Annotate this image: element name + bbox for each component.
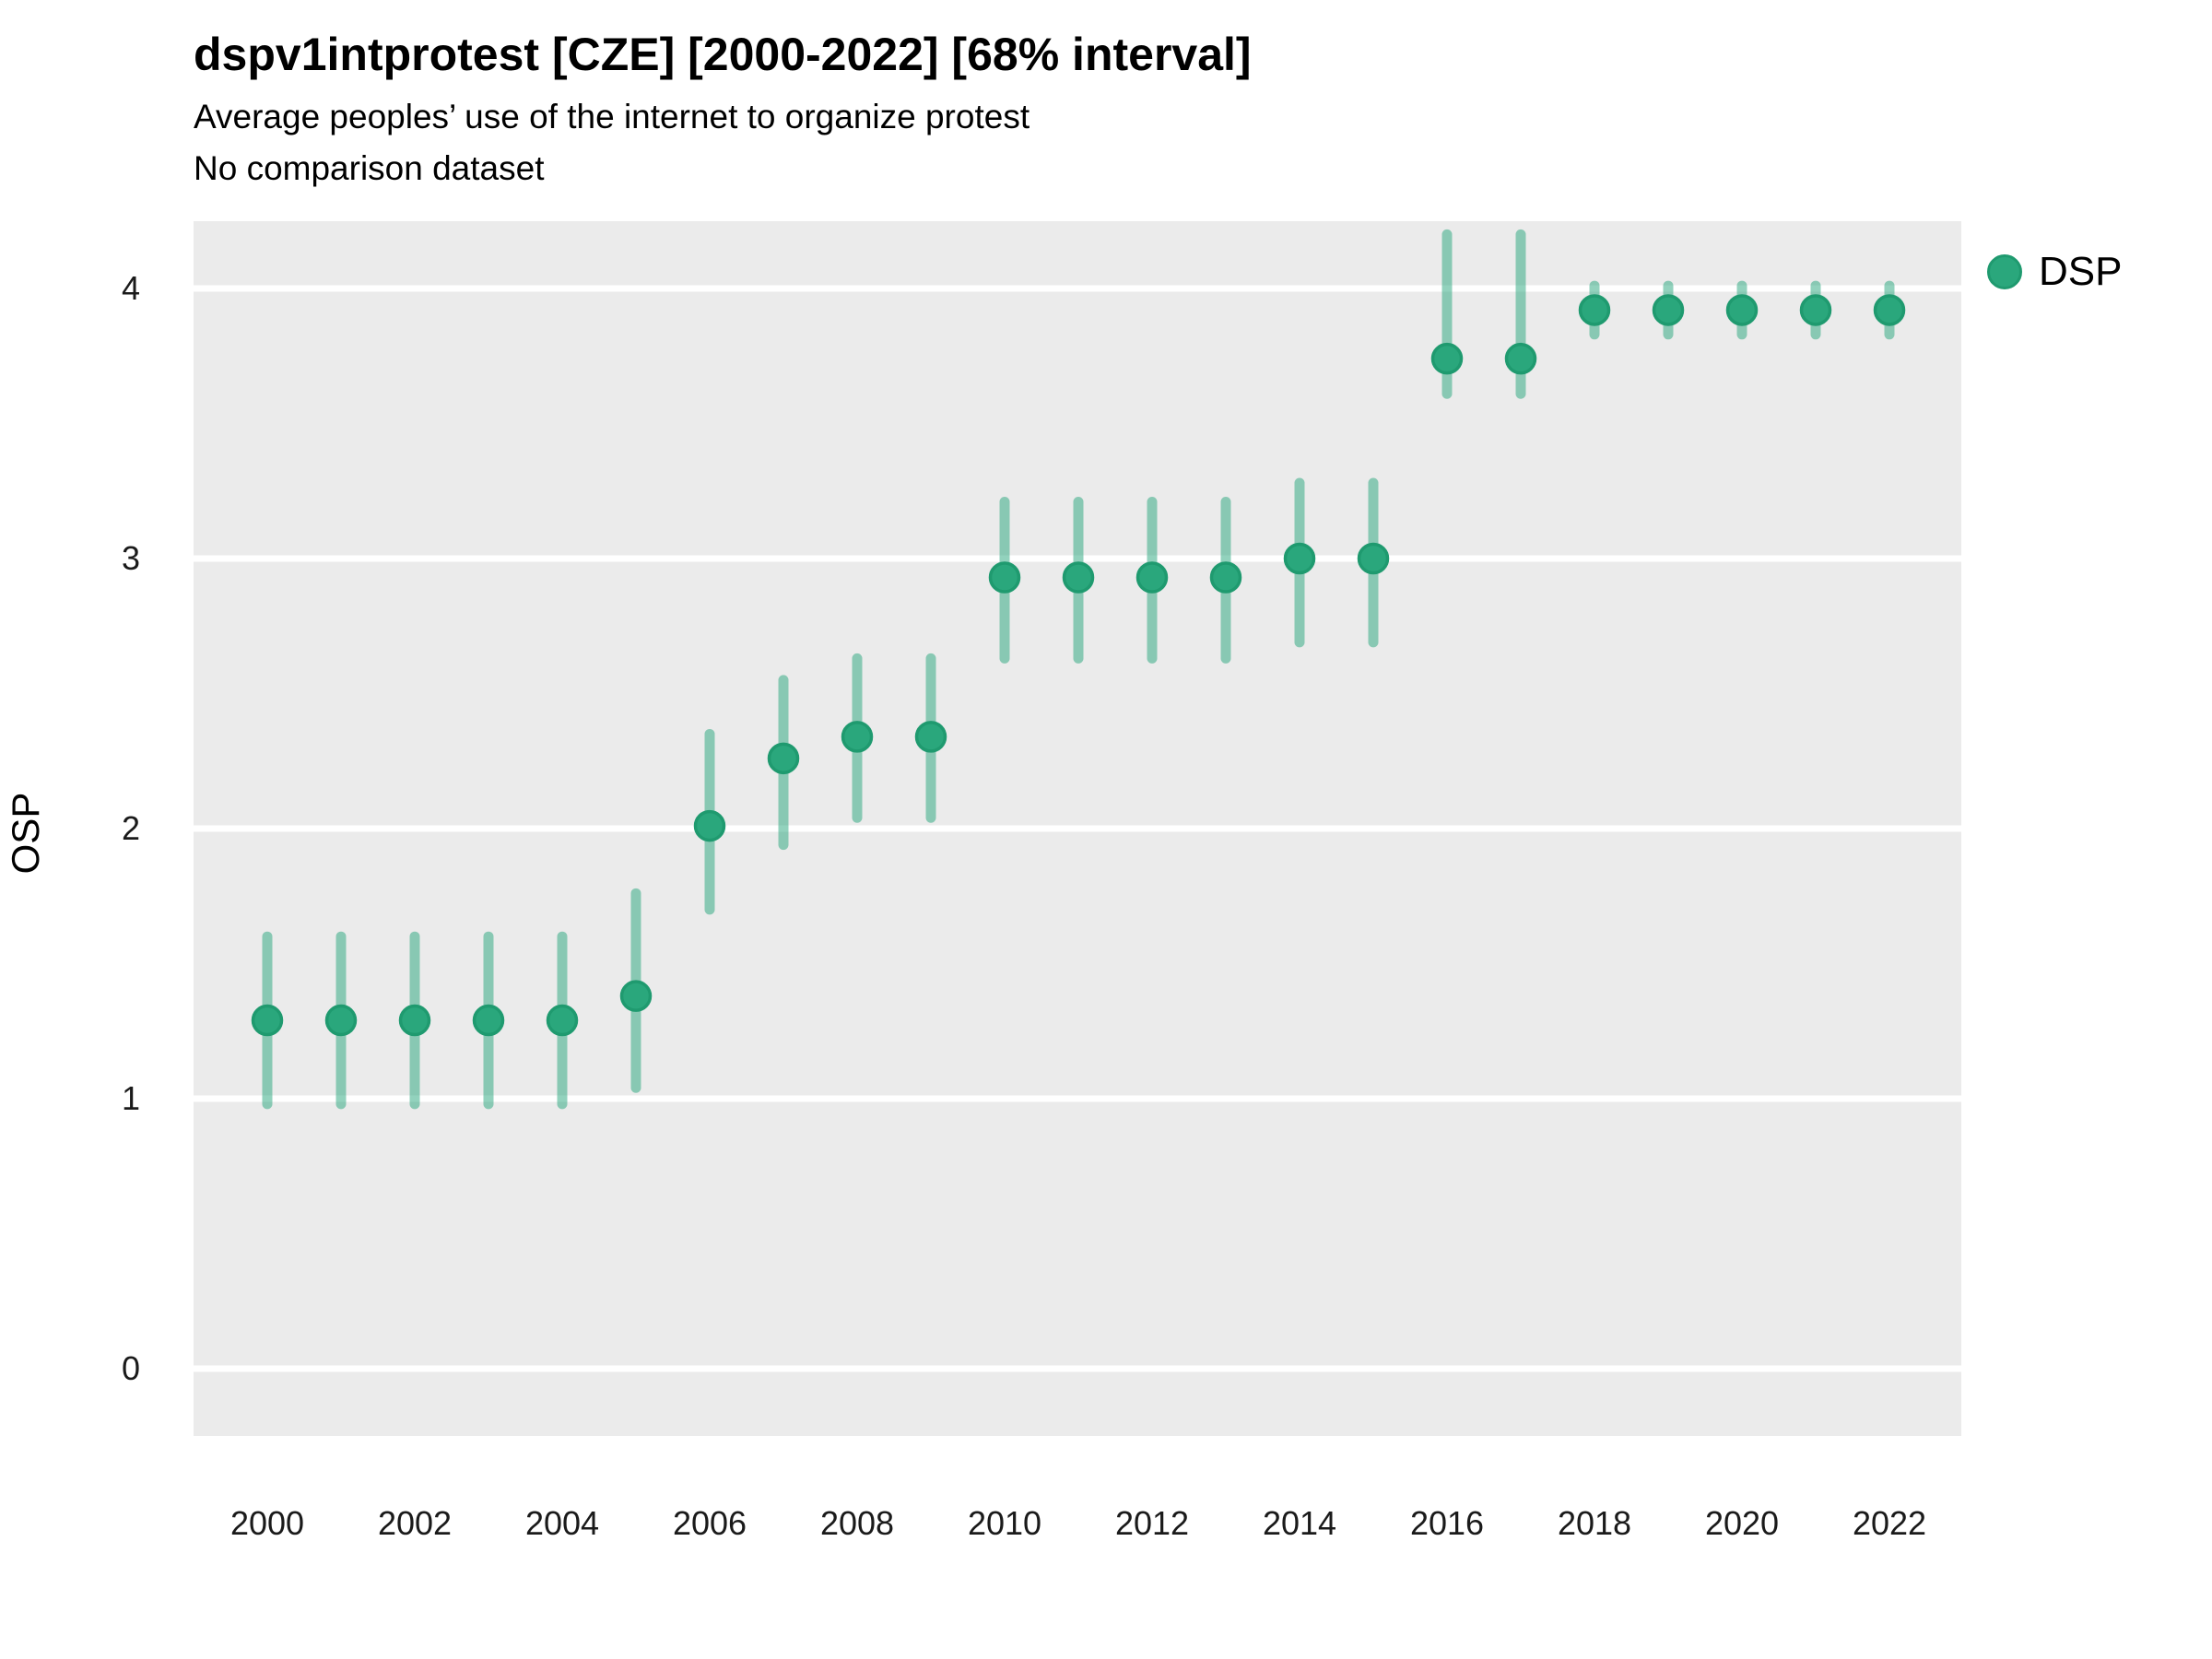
- gridline-y-2: [194, 825, 1961, 832]
- point-2011: [1062, 561, 1095, 594]
- chart-subtitle: Average peoples’ use of the internet to …: [194, 98, 1030, 135]
- point-2009: [914, 721, 947, 753]
- x-tick-label-2020: 2020: [1704, 1504, 1780, 1542]
- point-2003: [472, 1004, 505, 1037]
- point-2007: [767, 742, 800, 775]
- point-2005: [619, 980, 653, 1012]
- x-tick-label-2006: 2006: [672, 1504, 747, 1542]
- y-tick-label-2: 2: [121, 809, 140, 847]
- point-2017: [1504, 342, 1537, 375]
- chart-note: No comparison dataset: [194, 149, 545, 187]
- y-tick-label-0: 0: [121, 1349, 140, 1387]
- y-tick-label-3: 3: [121, 539, 140, 577]
- point-2022: [1873, 294, 1906, 326]
- y-tick-label-1: 1: [121, 1079, 140, 1117]
- point-2004: [546, 1004, 579, 1037]
- legend-series-label: DSP: [2039, 249, 2123, 294]
- x-tick-label-2016: 2016: [1409, 1504, 1485, 1542]
- y-tick-label-4: 4: [121, 269, 140, 307]
- legend-point-icon: [1987, 254, 2022, 289]
- x-tick-label-2002: 2002: [377, 1504, 453, 1542]
- point-2002: [398, 1004, 431, 1037]
- x-tick-label-2000: 2000: [229, 1504, 305, 1542]
- x-tick-label-2010: 2010: [967, 1504, 1042, 1542]
- point-2008: [841, 721, 874, 753]
- point-2020: [1725, 294, 1759, 326]
- x-tick-label-2022: 2022: [1852, 1504, 1927, 1542]
- x-tick-label-2008: 2008: [819, 1504, 895, 1542]
- point-2015: [1357, 542, 1390, 575]
- point-2013: [1209, 561, 1242, 594]
- x-tick-label-2012: 2012: [1114, 1504, 1190, 1542]
- point-2006: [693, 809, 726, 842]
- point-2016: [1430, 342, 1464, 375]
- point-2000: [251, 1004, 284, 1037]
- gridline-y-0: [194, 1365, 1961, 1372]
- gridline-y-1: [194, 1095, 1961, 1102]
- point-2012: [1135, 561, 1169, 594]
- chart-title: dspv1intprotest [CZE] [2000-2022] [68% i…: [194, 29, 1252, 80]
- x-tick-label-2018: 2018: [1557, 1504, 1632, 1542]
- point-2019: [1652, 294, 1685, 326]
- point-2001: [324, 1004, 358, 1037]
- x-tick-label-2014: 2014: [1262, 1504, 1337, 1542]
- x-tick-label-2004: 2004: [524, 1504, 600, 1542]
- legend: DSP: [1987, 249, 2122, 295]
- point-2021: [1799, 294, 1832, 326]
- gridline-y-4: [194, 285, 1961, 292]
- point-2010: [988, 561, 1021, 594]
- point-2014: [1283, 542, 1316, 575]
- point-2018: [1578, 294, 1611, 326]
